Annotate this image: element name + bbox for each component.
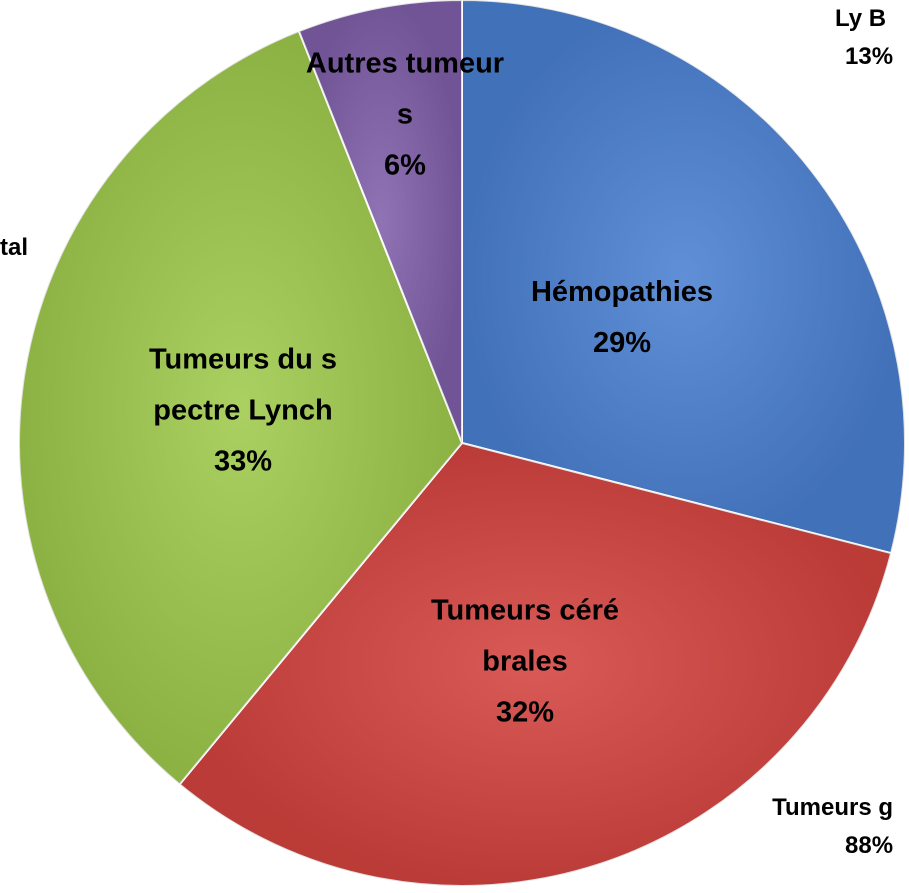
slice-name: Tumeurs du spectre Lynch (149, 343, 337, 427)
slice-percent: 32% (495, 696, 555, 729)
cropped-label-line: tal (0, 234, 29, 261)
slice-percent: 33% (213, 445, 273, 478)
slice-percent: 6% (384, 149, 426, 182)
cropped-label-line: Ly B (835, 5, 887, 32)
slice-name: Hémopathies (530, 276, 714, 308)
cropped-label: Tumeurs g 88% (757, 789, 893, 865)
slice-name: Tumeurs cérébrales (430, 594, 620, 678)
slice-label: Tumeurs du spectre Lynch 33% (143, 335, 343, 488)
cropped-label-line: 88% (845, 832, 894, 859)
slice-label: Tumeurs cérébrales 32% (425, 586, 625, 739)
cropped-label-line: 13% (845, 43, 894, 70)
cropped-label: Ly B 13% (835, 0, 893, 76)
cropped-label-line: Tumeurs g (772, 794, 894, 821)
slice-percent: 29% (592, 327, 652, 359)
cropped-label: tal (0, 229, 28, 267)
slice-name: Autres tumeurs (305, 47, 505, 131)
slice-label: Hémopathies 29% (522, 267, 722, 369)
slice-label: Autres tumeurs 6% (305, 39, 505, 192)
